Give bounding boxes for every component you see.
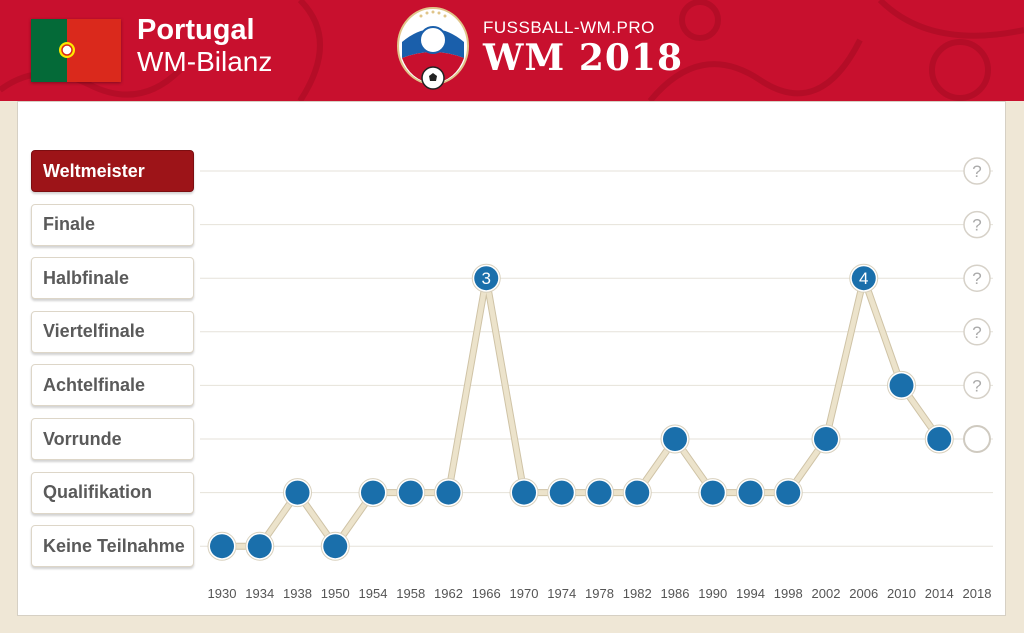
svg-text:?: ? <box>972 269 981 288</box>
x-tick-label: 1950 <box>321 586 350 601</box>
pending-marker-current[interactable] <box>963 425 991 453</box>
data-point[interactable] <box>434 478 463 508</box>
svg-text:?: ? <box>972 376 981 395</box>
svg-text:?: ? <box>972 162 981 181</box>
x-tick-label: 1982 <box>623 586 652 601</box>
pending-marker[interactable]: ? <box>963 210 991 239</box>
pending-marker[interactable]: ? <box>963 264 991 292</box>
x-tick-label: 2006 <box>849 586 878 601</box>
x-tick-label: 1966 <box>472 586 501 601</box>
x-tick-label: 1962 <box>434 586 463 601</box>
stage-button-keine-teilnahme[interactable]: Keine Teilnahme <box>31 525 194 568</box>
data-point[interactable] <box>924 424 954 454</box>
data-point[interactable] <box>887 370 916 400</box>
x-tick-label: 1986 <box>661 586 690 601</box>
stage-button-finale[interactable]: Finale <box>31 203 194 246</box>
x-tick-label: 1958 <box>396 586 425 601</box>
data-point-label: 4 <box>859 269 868 288</box>
x-tick-label: 2002 <box>812 586 841 601</box>
data-point[interactable] <box>736 478 765 508</box>
event-name: WM 2018 <box>483 37 684 79</box>
site-name: FUSSBALL-WM.PRO <box>483 18 655 37</box>
data-point[interactable] <box>283 478 312 508</box>
stage-button-qualifikation[interactable]: Qualifikation <box>31 471 194 514</box>
data-point[interactable] <box>660 424 690 454</box>
stage-button-viertelfinale[interactable]: Viertelfinale <box>31 310 194 353</box>
data-point[interactable] <box>207 531 237 561</box>
data-point[interactable] <box>245 531 275 561</box>
x-tick-label: 1994 <box>736 586 765 601</box>
banner-pattern <box>0 0 1024 101</box>
x-tick-label: 2010 <box>887 586 916 601</box>
data-point[interactable] <box>547 478 577 508</box>
data-point[interactable] <box>698 478 728 508</box>
stage-button-halbfinale[interactable]: Halbfinale <box>31 257 194 300</box>
stage-button-achtelfinale[interactable]: Achtelfinale <box>31 364 194 407</box>
data-point[interactable] <box>396 478 426 508</box>
site-brand[interactable]: FUSSBALL-WM.PRO WM 2018 <box>483 18 683 79</box>
x-tick-label: 2018 <box>963 586 992 601</box>
data-point[interactable]: 4 <box>849 263 879 293</box>
data-point[interactable]: 3 <box>471 263 501 293</box>
page-subtitle: WM-Bilanz <box>137 46 273 77</box>
data-point[interactable] <box>509 478 539 508</box>
x-tick-label: 1930 <box>208 586 237 601</box>
portugal-flag-icon <box>31 19 121 82</box>
page-title: Portugal WM-Bilanz <box>137 16 272 76</box>
header-banner: Portugal WM-Bilanz FUSSBALL-WM.PRO WM 20… <box>0 0 1024 101</box>
series-line <box>222 269 942 551</box>
wm2018-emblem-icon <box>397 7 469 90</box>
x-tick-label: 1978 <box>585 586 614 601</box>
data-point[interactable] <box>585 478 614 508</box>
data-point[interactable] <box>811 424 841 454</box>
stage-button-weltmeister[interactable]: Weltmeister <box>31 150 194 192</box>
x-tick-label: 1954 <box>359 586 388 601</box>
pending-marker[interactable]: ? <box>963 157 991 185</box>
stage-button-vorrunde[interactable]: Vorrunde <box>31 418 194 460</box>
x-tick-label: 1934 <box>245 586 274 601</box>
data-point[interactable] <box>358 478 388 508</box>
x-tick-label: 1974 <box>547 586 576 601</box>
country-name: Portugal <box>137 14 255 46</box>
x-tick-label: 1938 <box>283 586 312 601</box>
svg-text:?: ? <box>972 216 981 235</box>
svg-text:?: ? <box>972 323 981 342</box>
pending-marker[interactable]: ? <box>963 318 991 346</box>
data-point[interactable] <box>622 478 652 508</box>
x-tick-label: 1990 <box>698 586 727 601</box>
data-point[interactable] <box>773 478 803 508</box>
pending-marker[interactable]: ? <box>963 371 991 400</box>
x-tick-label: 1970 <box>510 586 539 601</box>
data-point-label: 3 <box>482 269 491 288</box>
x-tick-label: 1998 <box>774 586 803 601</box>
data-point[interactable] <box>320 531 350 561</box>
x-tick-label: 2014 <box>925 586 954 601</box>
